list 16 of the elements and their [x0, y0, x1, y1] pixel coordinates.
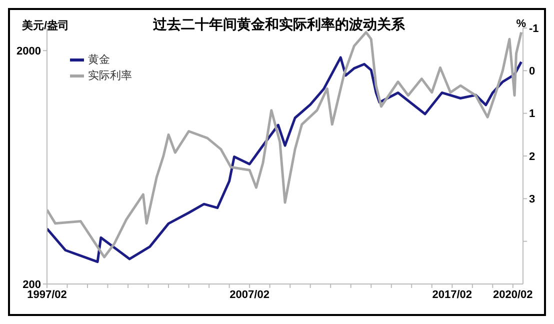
x-tick-label: 2007/02 [230, 288, 270, 301]
legend-label: 黄金 [88, 53, 110, 68]
y-axis-title: 美元/盎司 [22, 18, 70, 33]
x-tick-label: 2020/02 [493, 288, 533, 301]
y-tick-label: 2000 [16, 46, 41, 58]
y2-tick-label: 2 [529, 150, 536, 163]
y-tick-label: 200 [22, 278, 41, 291]
y2-tick-label: -1 [529, 22, 539, 35]
x-tick-label: 1997/02 [27, 288, 67, 301]
y2-axis-title: % [516, 18, 526, 30]
chart-title: 过去二十年间黄金和实际利率的波动关系 [153, 16, 405, 32]
y2-tick-label: 3 [529, 194, 536, 206]
y2-tick-label: 1 [529, 108, 536, 120]
y2-tick-label: 0 [529, 66, 536, 78]
legend-label: 实际利率 [88, 68, 132, 84]
x-tick-label: 2017/02 [432, 288, 472, 301]
